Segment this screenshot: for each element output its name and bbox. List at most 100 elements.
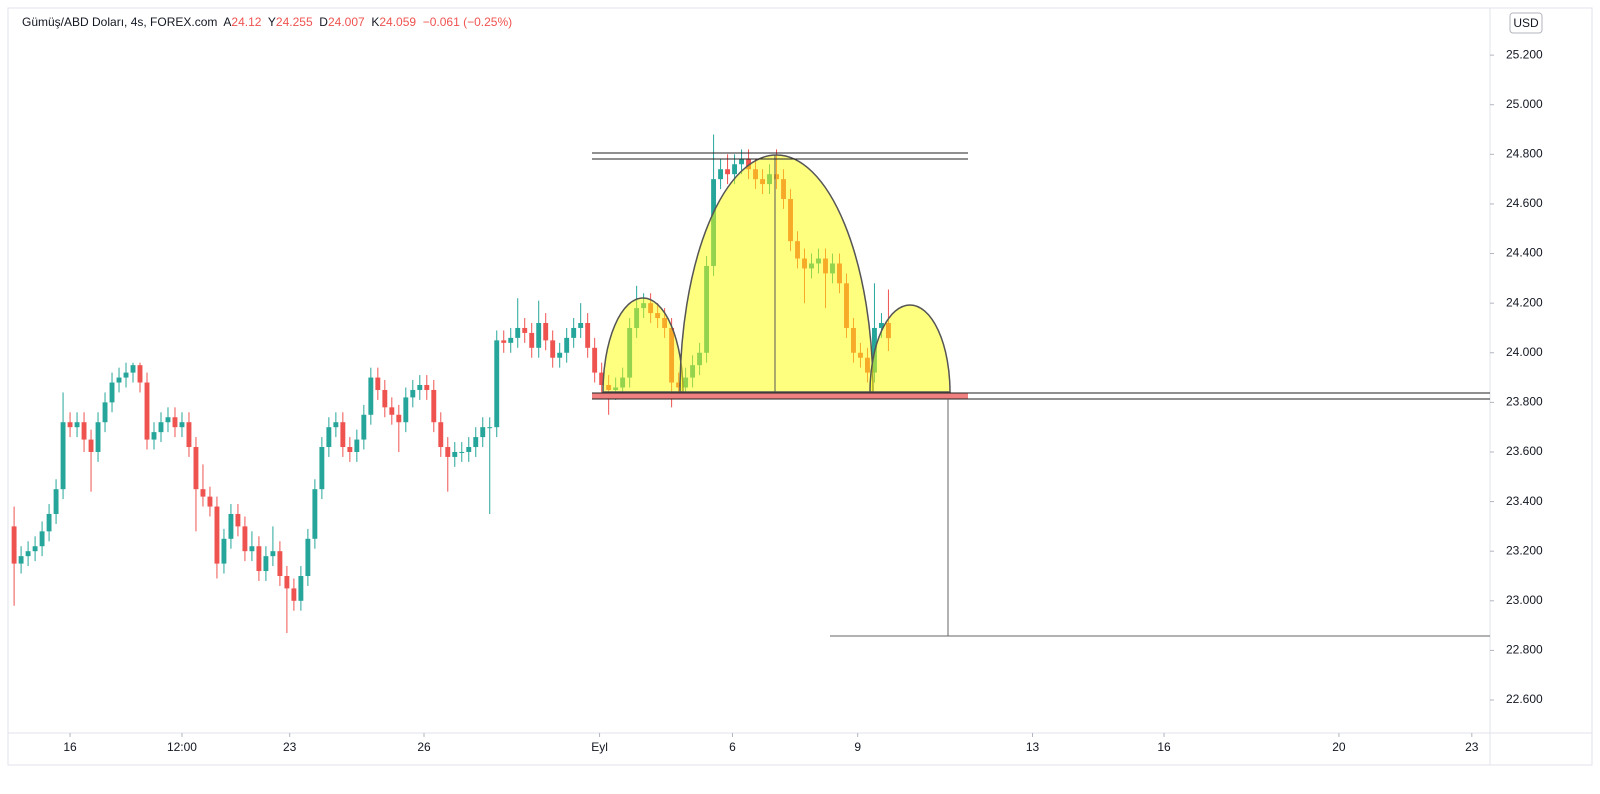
candle-body — [158, 422, 164, 433]
candle-body — [263, 556, 269, 572]
candle-body — [466, 447, 472, 452]
candle-body — [137, 365, 143, 383]
candle-body — [207, 496, 213, 507]
y-tick-label: 24.600 — [1506, 196, 1543, 210]
ohlc-value: 24.059 — [379, 15, 417, 29]
candle-body — [487, 427, 493, 429]
candle-body — [732, 164, 738, 175]
candle-body — [200, 489, 206, 497]
candle-body — [361, 414, 367, 440]
candle-body — [81, 422, 87, 440]
ohlc-value: 24.12 — [231, 15, 262, 29]
candle-body — [270, 551, 276, 557]
neckline-zone — [592, 393, 968, 399]
candle-body — [88, 439, 94, 452]
candle-body — [452, 451, 458, 457]
y-tick-label: 24.800 — [1506, 147, 1543, 161]
x-tick-label: 12:00 — [167, 740, 197, 754]
head — [679, 154, 874, 393]
candle-body — [291, 588, 297, 601]
x-tick-label: 23 — [283, 740, 297, 754]
candle-body — [95, 422, 101, 452]
candle-body — [312, 489, 318, 539]
candle-body — [389, 407, 395, 415]
candle-body — [368, 377, 374, 415]
y-tick-label: 22.800 — [1506, 643, 1543, 657]
y-tick-label: 23.800 — [1506, 395, 1543, 409]
candle-body — [11, 526, 17, 564]
candle-body — [130, 365, 136, 373]
candle-body — [480, 427, 486, 438]
candle-body — [221, 538, 227, 564]
candle-body — [109, 382, 115, 403]
candle-body — [214, 506, 220, 564]
candle-body — [410, 389, 416, 398]
candle-body — [508, 337, 514, 343]
candle-body — [739, 159, 745, 165]
candle-body — [382, 389, 388, 408]
candle-body — [333, 422, 339, 428]
candle-body — [172, 417, 178, 428]
candle-body — [473, 437, 479, 448]
candle-body — [599, 372, 605, 386]
candle-body — [578, 323, 584, 328]
candle-body — [501, 340, 507, 343]
candle-body — [354, 439, 360, 452]
y-tick-label: 23.200 — [1506, 543, 1543, 557]
candle-body — [564, 337, 570, 353]
candle-body — [725, 169, 731, 175]
candle-body — [557, 352, 563, 358]
currency-box — [1509, 12, 1543, 34]
right-shoulder — [869, 304, 951, 393]
x-tick-label: 13 — [1026, 740, 1040, 754]
candle-body — [277, 551, 283, 576]
y-tick-label: 23.600 — [1506, 444, 1543, 458]
ohlc-value: 24.255 — [275, 15, 313, 29]
candle-body — [186, 422, 192, 448]
x-tick-label: Eyl — [591, 740, 608, 754]
candle-body — [53, 489, 59, 514]
candle-body — [305, 538, 311, 576]
candle-body — [144, 382, 150, 440]
candle-body — [249, 546, 255, 552]
candle-body — [74, 422, 80, 428]
candle-body — [375, 377, 381, 390]
candle-body — [445, 447, 451, 457]
candle-body — [284, 575, 290, 589]
x-tick-label: 20 — [1332, 740, 1346, 754]
y-tick-label: 23.400 — [1506, 494, 1543, 508]
candle-body — [228, 513, 234, 539]
candle-body — [235, 513, 241, 527]
candle-body — [179, 422, 185, 428]
candle-body — [879, 323, 884, 328]
legend: Gümüş/ABD Doları, 4s, FOREX.com A24.12 Y… — [22, 15, 512, 29]
candle-body — [417, 385, 423, 390]
x-tick-label: 16 — [63, 740, 77, 754]
candle-body — [340, 422, 346, 448]
candle-body — [438, 422, 444, 448]
change: −0.061 (−0.25%) — [422, 15, 513, 29]
candle-body — [18, 556, 24, 564]
candle-body — [515, 327, 521, 338]
y-tick-label: 24.200 — [1506, 295, 1543, 309]
y-tick-label: 25.200 — [1506, 47, 1543, 61]
candle-body — [32, 546, 38, 552]
candle-body — [459, 451, 465, 453]
drawings — [592, 152, 1490, 637]
ohlc-label: Y — [267, 15, 276, 29]
candle-body — [347, 447, 353, 452]
y-tick-label: 24.400 — [1506, 246, 1543, 260]
y-tick-label: 22.600 — [1506, 692, 1543, 706]
ohlc-label: A — [223, 15, 232, 29]
candle-body — [67, 422, 73, 428]
candle-body — [242, 526, 248, 552]
x-tick-label: 23 — [1465, 740, 1479, 754]
candle-body — [550, 340, 556, 358]
candle-body — [494, 340, 500, 428]
candle-body — [116, 377, 122, 383]
x-tick-label: 6 — [729, 740, 736, 754]
symbol-title: Gümüş/ABD Doları, 4s, FOREX.com — [22, 15, 218, 29]
candle-body — [543, 323, 549, 341]
currency: USD — [1513, 16, 1539, 30]
